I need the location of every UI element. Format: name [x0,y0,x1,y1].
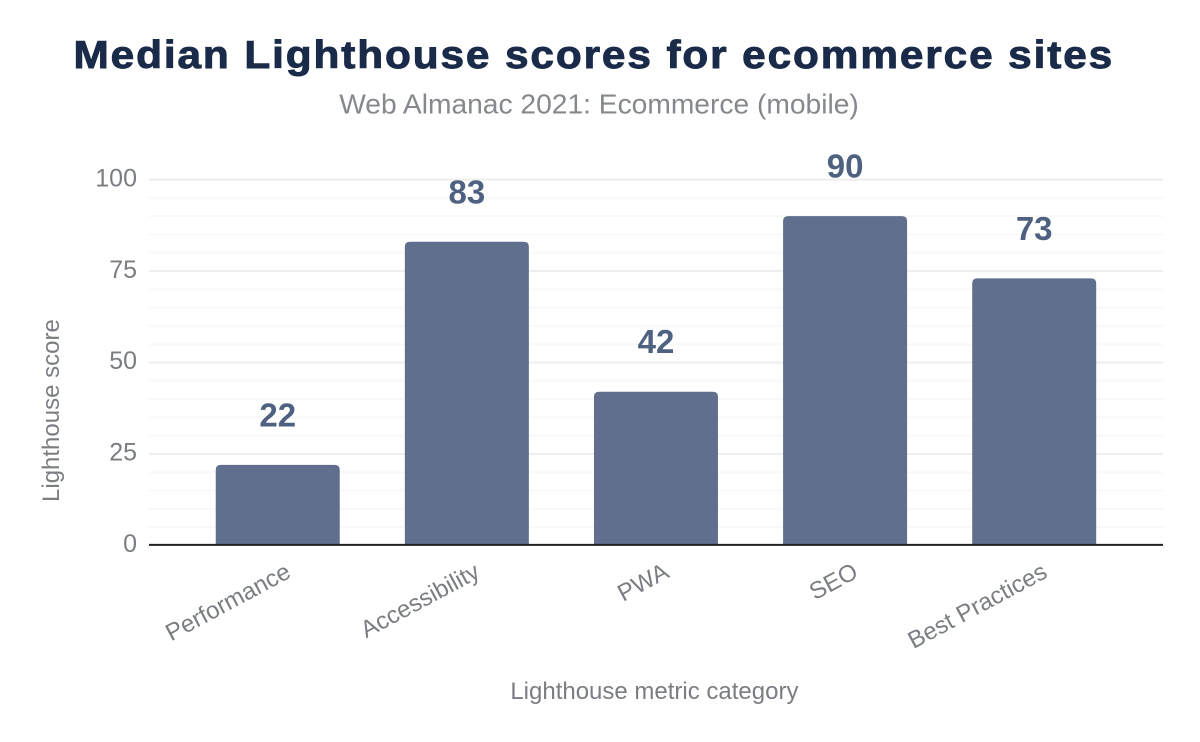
svg-text:90: 90 [827,148,864,185]
svg-text:25: 25 [109,439,137,467]
svg-text:Lighthouse score: Lighthouse score [38,319,65,502]
svg-text:22: 22 [259,396,296,433]
svg-text:73: 73 [1016,210,1053,247]
svg-text:Web Almanac 2021: Ecommerce (m: Web Almanac 2021: Ecommerce (mobile) [339,87,859,119]
svg-text:75: 75 [109,256,137,284]
svg-text:50: 50 [109,347,137,375]
svg-text:42: 42 [638,323,675,360]
svg-text:83: 83 [449,173,486,210]
svg-text:0: 0 [123,530,137,558]
svg-text:Lighthouse metric category: Lighthouse metric category [510,678,798,705]
svg-text:Median Lighthouse scores for e: Median Lighthouse scores for ecommerce s… [74,33,1115,77]
svg-text:100: 100 [95,164,137,192]
